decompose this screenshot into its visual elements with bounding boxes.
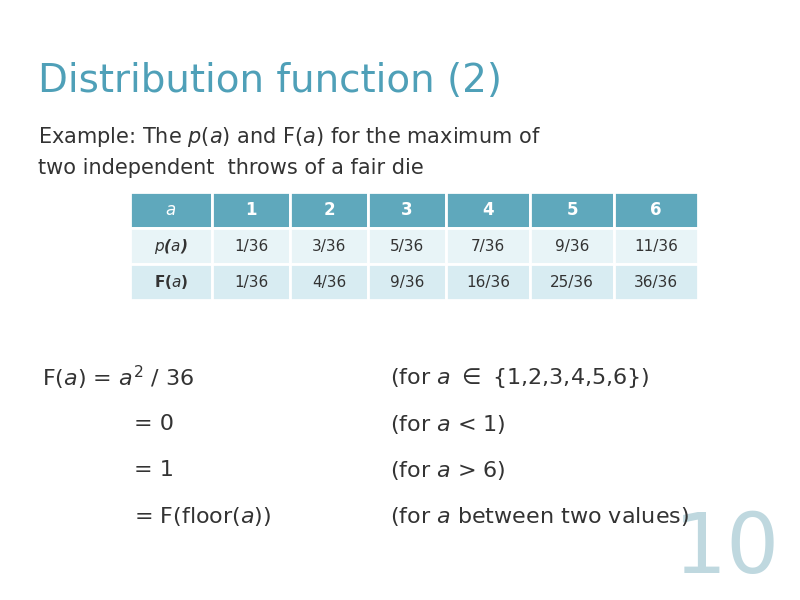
Bar — [368, 192, 446, 228]
Text: 16/36: 16/36 — [466, 275, 510, 289]
Text: = F(floor($a$)): = F(floor($a$)) — [134, 505, 271, 527]
Text: 5: 5 — [566, 201, 578, 219]
Text: 4: 4 — [482, 201, 494, 219]
Bar — [290, 228, 368, 264]
Bar — [614, 192, 698, 228]
Text: 25/36: 25/36 — [550, 275, 594, 289]
Text: = 1: = 1 — [134, 460, 174, 480]
Text: Example: The $p$($a$) and F($a$) for the maximum of: Example: The $p$($a$) and F($a$) for the… — [38, 125, 541, 149]
Bar — [368, 228, 446, 264]
Text: F($a$): F($a$) — [154, 273, 188, 291]
Bar — [368, 264, 446, 300]
Bar — [290, 264, 368, 300]
Text: 9/36: 9/36 — [555, 238, 589, 253]
Text: two independent  throws of a fair die: two independent throws of a fair die — [38, 158, 424, 178]
Bar — [130, 264, 212, 300]
Text: 6: 6 — [650, 201, 662, 219]
Text: 1/36: 1/36 — [234, 238, 268, 253]
Text: F($a$) = $a^2$ / 36: F($a$) = $a^2$ / 36 — [42, 364, 194, 392]
Text: = 0: = 0 — [134, 414, 174, 434]
Bar — [290, 192, 368, 228]
Text: Distribution function (2): Distribution function (2) — [38, 62, 502, 100]
Text: (for $a$ $\in$ {1,2,3,4,5,6}): (for $a$ $\in$ {1,2,3,4,5,6}) — [390, 366, 650, 390]
Bar — [130, 192, 212, 228]
Text: 3: 3 — [401, 201, 413, 219]
Bar — [212, 192, 290, 228]
Bar — [614, 264, 698, 300]
Text: 3/36: 3/36 — [312, 238, 346, 253]
Text: $a$: $a$ — [166, 201, 177, 219]
Text: 7/36: 7/36 — [471, 238, 505, 253]
Text: 1/36: 1/36 — [234, 275, 268, 289]
Bar — [530, 192, 614, 228]
Bar — [212, 264, 290, 300]
Bar — [446, 264, 530, 300]
Text: 5/36: 5/36 — [390, 238, 424, 253]
Text: 2: 2 — [323, 201, 335, 219]
Bar — [530, 264, 614, 300]
Text: (for $a$ < 1): (for $a$ < 1) — [390, 413, 506, 436]
Bar — [614, 228, 698, 264]
Text: 11/36: 11/36 — [634, 238, 678, 253]
Text: 10: 10 — [674, 509, 780, 590]
Text: 1: 1 — [246, 201, 257, 219]
Text: (for $a$ > 6): (for $a$ > 6) — [390, 458, 506, 481]
Text: 36/36: 36/36 — [634, 275, 678, 289]
Bar — [130, 228, 212, 264]
Bar — [212, 228, 290, 264]
Text: 9/36: 9/36 — [390, 275, 424, 289]
Bar — [530, 228, 614, 264]
Text: 4/36: 4/36 — [312, 275, 346, 289]
Bar — [446, 192, 530, 228]
Bar — [446, 228, 530, 264]
Text: $p$($a$): $p$($a$) — [154, 236, 188, 256]
Text: (for $a$ between two values): (for $a$ between two values) — [390, 505, 689, 527]
